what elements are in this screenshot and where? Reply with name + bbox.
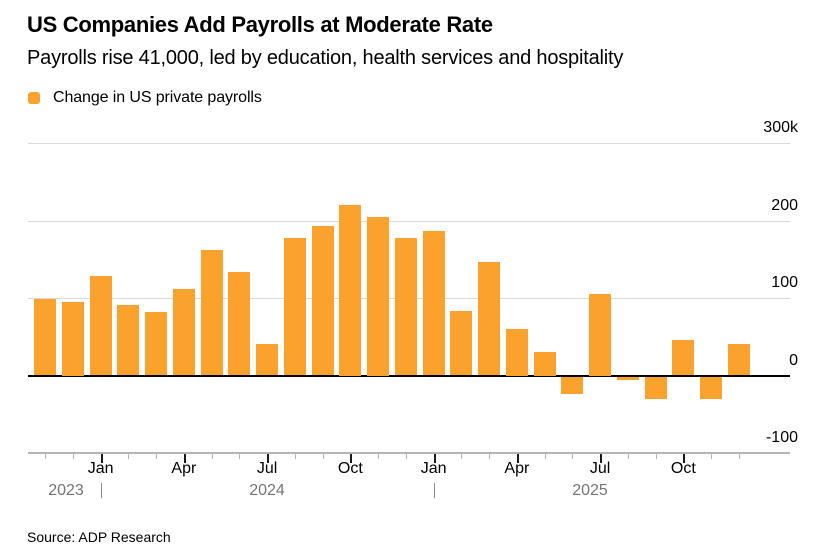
bar [561,376,584,394]
x-minor-tick [128,454,130,459]
bar [672,339,695,376]
bar [505,329,528,376]
zero-axis-line [28,374,790,377]
x-axis-month-label: Jan [87,460,114,477]
year-separator [433,483,436,498]
x-minor-tick [378,454,380,459]
x-minor-tick [322,454,324,459]
x-minor-tick [239,454,241,459]
y-axis-label: -100 [765,429,798,446]
x-axis-month-label: Jul [256,460,278,477]
bar [117,304,140,376]
x-major-tick [600,454,603,463]
bar [228,271,251,376]
x-axis-month-label: Jul [589,460,611,477]
bar [422,231,445,376]
x-major-tick [516,454,519,463]
x-minor-tick [572,454,574,459]
legend-label: Change in US private payrolls [53,89,262,106]
bar [727,343,750,376]
bar [34,298,57,376]
bar [394,238,417,376]
x-minor-tick [72,454,74,459]
x-axis-month-label: Oct [337,460,363,477]
bar [89,275,112,376]
x-axis-month-label: Oct [670,460,696,477]
x-minor-tick [627,454,629,459]
y-axis-label: 100 [771,274,798,291]
x-minor-tick [461,454,463,459]
x-major-tick [100,454,103,463]
x-axis-year-label: 2024 [249,482,285,499]
bar [61,301,84,376]
x-axis-year-label: 2025 [572,482,608,499]
x-axis-month-label: Jan [420,460,447,477]
legend-swatch-icon [28,92,40,104]
x-minor-tick [738,454,740,459]
y-axis-label: 300k [763,119,798,136]
x-minor-tick [45,454,47,459]
bar [644,376,667,399]
gridline [28,220,790,222]
source-note: Source: ADP Research [27,529,171,545]
bar [367,216,390,376]
bar [339,205,362,376]
chart-title: US Companies Add Payrolls at Moderate Ra… [27,12,493,37]
x-major-tick [350,454,353,463]
x-minor-tick [489,454,491,459]
x-major-tick [183,454,186,463]
bar [311,225,334,376]
y-axis-label: 200 [771,196,798,214]
year-separator [100,483,103,498]
x-axis-month-label: Apr [171,460,197,477]
x-major-tick [267,454,270,463]
bar [256,343,279,376]
x-axis-month-label: Apr [504,460,530,477]
bar [283,237,306,376]
bar [589,294,612,376]
bar [700,376,723,399]
x-minor-tick [655,454,657,459]
x-axis-line [28,452,790,454]
x-axis-year-label: 2023 [48,482,84,499]
x-minor-tick [156,454,158,459]
bar [200,249,223,376]
y-axis-label: 0 [789,351,798,369]
gridline [28,143,790,144]
bar [172,288,195,376]
bar [145,311,168,376]
bar [616,376,639,380]
x-major-tick [683,454,686,463]
x-minor-tick [294,454,296,459]
x-major-tick [433,454,436,463]
x-minor-tick [405,454,407,459]
x-minor-tick [211,454,213,459]
bar [450,311,473,376]
x-minor-tick [544,454,546,459]
bar [533,352,556,376]
bar [478,262,501,376]
x-minor-tick [711,454,713,459]
chart-legend: Change in US private payrolls [28,89,262,107]
chart-subtitle: Payrolls rise 41,000, led by education, … [27,47,624,69]
